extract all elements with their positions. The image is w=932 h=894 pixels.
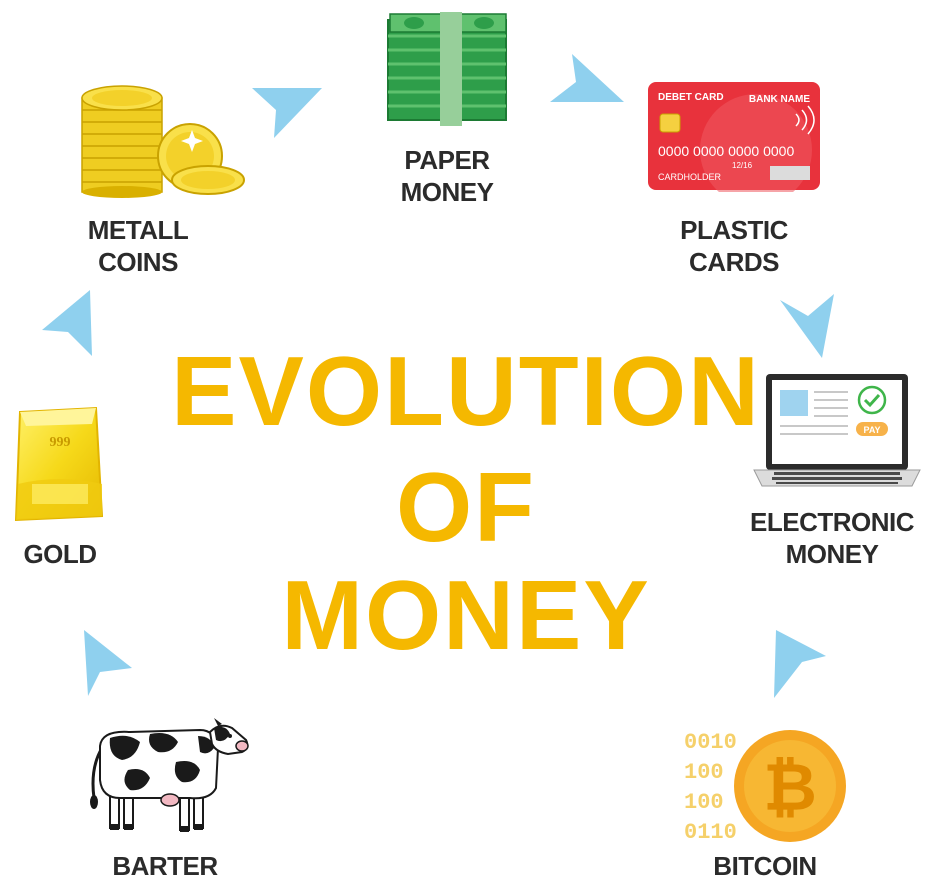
arrow-gold-to-coins: [42, 290, 92, 356]
credit-card-icon: DEBET CARD BANK NAME 0000 0000 0000 0000…: [648, 82, 820, 192]
binary-line-3: 100: [684, 790, 724, 815]
title-line-1: EVOLUTION: [171, 336, 761, 446]
title-line-2: OF: [395, 452, 537, 562]
stage-label-metall-coins: METALL COINS: [87, 215, 189, 277]
card-type-text: DEBET CARD: [658, 92, 724, 103]
arrow-coins-to-paper: [252, 88, 322, 138]
banknotes-icon: [387, 12, 507, 126]
pay-button-text: PAY: [863, 425, 880, 435]
laptop-icon: PAY: [753, 374, 921, 487]
title-line-3: MONEY: [281, 560, 651, 670]
coins-icon: [81, 85, 245, 198]
stage-label-electronic-money: ELECTRONIC MONEY: [750, 507, 915, 569]
svg-text:₿: ₿: [763, 750, 817, 824]
stage-label-bitcoin: BITCOIN: [713, 851, 817, 881]
stage-label-barter: BARTER: [112, 851, 218, 881]
cow-icon: [90, 718, 249, 832]
binary-line-1: 0010: [684, 730, 737, 755]
stage-label-paper-money: PAPER MONEY: [400, 145, 494, 207]
arrow-barter-to-gold: [84, 630, 132, 696]
arrow-cards-to-electronic: [780, 294, 834, 358]
gold-bar-icon: 999: [14, 406, 104, 522]
arrow-electronic-to-bitcoin: [774, 630, 826, 698]
stage-label-plastic-cards: PLASTIC CARDS: [680, 215, 788, 277]
arrow-paper-to-cards: [550, 54, 624, 102]
binary-line-2: 100: [684, 760, 724, 785]
binary-line-4: 0110: [684, 820, 737, 845]
stage-label-gold: GOLD: [23, 539, 97, 569]
card-expiry-text: 12/16: [732, 161, 753, 170]
card-holder-text: CARDHOLDER: [658, 172, 722, 182]
card-bank-text: BANK NAME: [749, 94, 810, 105]
gold-bar-stamp: 999: [50, 435, 71, 450]
card-number-text: 0000 0000 0000 0000: [658, 143, 794, 159]
bitcoin-icon: 0010 100 100 0110 ₿: [684, 730, 846, 845]
